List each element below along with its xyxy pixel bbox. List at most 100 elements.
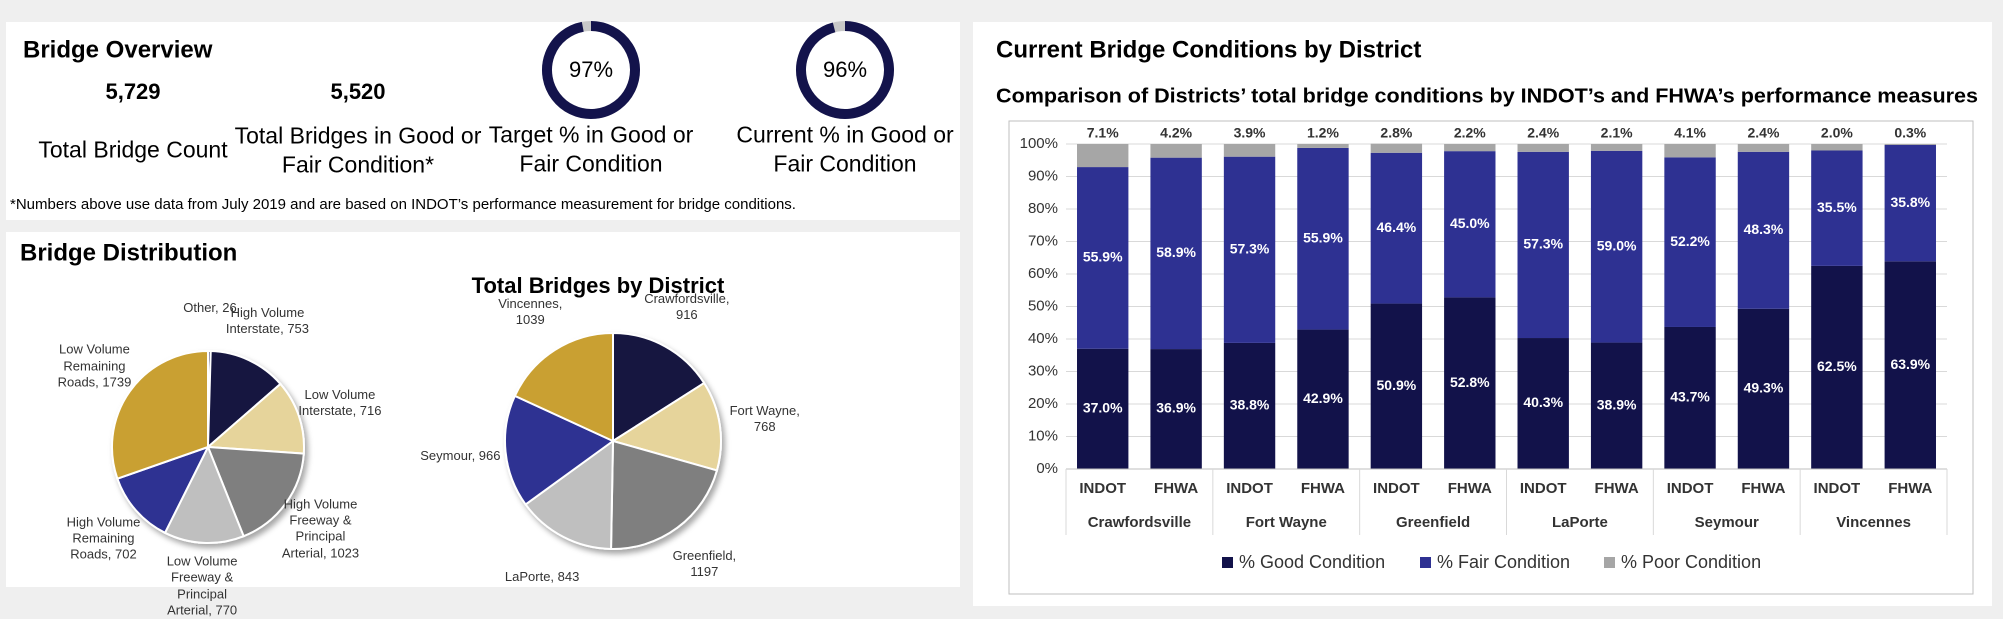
bar-value-label: 58.9% xyxy=(1156,244,1196,260)
bar-value-label: 48.3% xyxy=(1744,221,1784,237)
bar-segment xyxy=(1664,326,1716,469)
chart-subtitle: Comparison of Districts’ total bridge co… xyxy=(996,85,1978,107)
y-tick-label: 40% xyxy=(1028,330,1058,347)
bar-value-label: 2.4% xyxy=(1747,125,1779,141)
x-tick-label: FHWA xyxy=(1595,480,1639,497)
kpi-label: Total Bridges in Good or Fair Condition* xyxy=(234,122,482,177)
kpi-label: Total Bridge Count xyxy=(38,136,228,163)
bar-segment xyxy=(1297,147,1349,330)
pie-label: High Volume Remaining Roads, 702 xyxy=(66,514,141,563)
kpi-value: 5,520 xyxy=(330,79,385,104)
bar-segment xyxy=(1444,144,1496,152)
y-tick-label: 100% xyxy=(1020,135,1058,152)
donut-value: 96% xyxy=(823,57,867,82)
y-tick-label: 0% xyxy=(1036,460,1058,477)
bar-segment xyxy=(1737,151,1790,309)
y-tick-label: 10% xyxy=(1028,427,1058,444)
bar-segment xyxy=(1370,152,1423,304)
bar-value-label: 4.1% xyxy=(1674,125,1706,141)
pie-title: Total Bridges by District xyxy=(472,273,725,298)
bar-segment xyxy=(1884,144,1936,262)
donut-label: Target % in Good or Fair Condition xyxy=(488,121,694,176)
bar-value-label: 40.3% xyxy=(1523,394,1563,410)
legend-label: % Good Condition xyxy=(1239,552,1385,572)
y-tick-label: 70% xyxy=(1028,232,1058,249)
bar-segment xyxy=(1223,342,1276,469)
bar-segment xyxy=(1150,157,1202,350)
pie-label: Crawfordsville, 916 xyxy=(644,290,730,322)
donut-label: Current % in Good or Fair Condition xyxy=(736,121,954,176)
bar-segment xyxy=(1444,151,1496,298)
bar-segment xyxy=(1077,167,1129,349)
pie-label: Other, 26 xyxy=(183,299,237,315)
y-tick-label: 30% xyxy=(1028,362,1058,379)
legend-swatch xyxy=(1604,557,1615,568)
group-label: Greenfield xyxy=(1396,514,1470,531)
bar-segment xyxy=(1737,144,1790,152)
x-tick-label: INDOT xyxy=(1667,480,1714,497)
bar-value-label: 1.2% xyxy=(1307,125,1339,141)
legend-swatch xyxy=(1222,557,1233,568)
x-tick-label: FHWA xyxy=(1741,480,1785,497)
x-tick-label: INDOT xyxy=(1373,480,1420,497)
bar-value-label: 52.8% xyxy=(1450,374,1490,390)
bar-value-label: 57.3% xyxy=(1523,236,1563,252)
bar-segment xyxy=(1223,156,1276,343)
bar-value-label: 2.2% xyxy=(1454,125,1486,141)
pie-label: Seymour, 966 xyxy=(420,447,501,463)
bar-segment xyxy=(1737,308,1790,469)
pie-label: Low Volume Interstate, 716 xyxy=(298,386,382,418)
y-tick-label: 60% xyxy=(1028,265,1058,282)
pie-label: Greenfield, 1197 xyxy=(672,547,737,580)
pie-slice xyxy=(116,445,210,535)
pie-label: Low Volume Remaining Roads, 1739 xyxy=(57,342,132,390)
bar-value-label: 2.8% xyxy=(1380,125,1412,141)
bar-segment xyxy=(1590,144,1643,151)
group-label: Crawfordsville xyxy=(1088,514,1191,531)
bar-value-label: 59.0% xyxy=(1597,237,1637,253)
bar-value-label: 2.4% xyxy=(1527,125,1559,141)
x-tick-label: INDOT xyxy=(1520,480,1567,497)
pie-label: Low Volume Freeway & Principal Arterial,… xyxy=(166,553,238,618)
donut-arc xyxy=(796,21,894,119)
pie-slice xyxy=(163,444,245,544)
bar-segment xyxy=(1811,144,1863,151)
pie-slice xyxy=(610,439,719,550)
bar-value-label: 55.9% xyxy=(1303,229,1343,245)
legend-label: % Poor Condition xyxy=(1621,552,1761,572)
pie-slice xyxy=(111,349,209,480)
bar-segment xyxy=(1223,144,1276,157)
x-tick-label: FHWA xyxy=(1888,480,1932,497)
bar-segment xyxy=(1811,150,1863,266)
bar-segment xyxy=(1370,143,1423,153)
bar-segment xyxy=(1884,261,1936,469)
distribution-title: Bridge Distribution xyxy=(20,239,237,266)
bar-value-label: 43.7% xyxy=(1670,389,1710,405)
bar-segment xyxy=(1297,329,1349,469)
chart-frame xyxy=(1008,120,1974,595)
chart-title: Current Bridge Conditions by District xyxy=(996,36,1421,63)
bar-segment xyxy=(1590,150,1643,343)
pie-slice xyxy=(206,350,282,450)
bar-value-label: 55.9% xyxy=(1083,249,1123,265)
pie-slice xyxy=(513,331,614,443)
y-tick-label: 80% xyxy=(1028,200,1058,217)
pie-label: LaPorte, 843 xyxy=(504,568,580,584)
overview-title: Bridge Overview xyxy=(23,36,213,63)
bar-value-label: 0.3% xyxy=(1894,125,1926,141)
y-tick-label: 20% xyxy=(1028,395,1058,412)
bar-value-label: 49.3% xyxy=(1744,380,1784,396)
legend-label: % Fair Condition xyxy=(1437,552,1570,572)
bar-segment xyxy=(1444,297,1496,469)
bar-segment xyxy=(1517,144,1569,152)
x-tick-label: INDOT xyxy=(1226,480,1273,497)
bar-value-label: 50.9% xyxy=(1377,377,1417,393)
bar-value-label: 46.4% xyxy=(1377,219,1417,235)
bar-segment xyxy=(1517,338,1569,469)
y-tick-label: 50% xyxy=(1028,297,1058,314)
bar-segment xyxy=(1150,144,1202,158)
bar-value-label: 36.9% xyxy=(1156,400,1196,416)
bar-value-label: 2.1% xyxy=(1601,125,1633,141)
